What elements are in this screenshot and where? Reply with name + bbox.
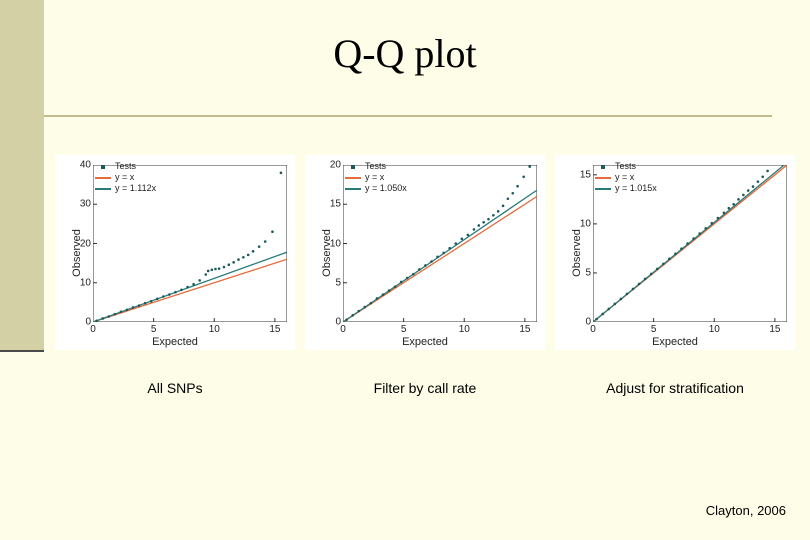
x-tick-label: 5 <box>401 324 407 335</box>
caption-1: All SNPs <box>55 380 295 396</box>
legend: Testsy = xy = 1.015x <box>595 161 657 194</box>
x-axis-label: Expected <box>55 336 295 348</box>
x-tick-label: 0 <box>340 324 346 335</box>
x-tick-label: 15 <box>269 324 280 335</box>
y-tick-label: 40 <box>79 160 91 171</box>
x-tick-label: 10 <box>209 324 220 335</box>
x-tick-label: 15 <box>769 324 780 335</box>
x-tick-label: 0 <box>90 324 96 335</box>
page-title: Q-Q plot <box>0 30 810 77</box>
sidebar-bottom-line <box>0 350 44 352</box>
accent-underline <box>44 115 772 117</box>
x-tick-label: 10 <box>709 324 720 335</box>
x-tick-label: 0 <box>590 324 596 335</box>
caption-2: Filter by call rate <box>305 380 545 396</box>
caption-3: Adjust for stratification <box>555 380 795 396</box>
legend: Testsy = xy = 1.112x <box>95 161 156 194</box>
captions-row: All SNPs Filter by call rate Adjust for … <box>55 380 795 396</box>
y-tick-label: 15 <box>329 199 341 210</box>
y-axis-label: Observed <box>321 229 333 277</box>
y-tick-label: 20 <box>329 160 341 171</box>
qq-plot-2: ObservedExpected05101505101520Testsy = x… <box>305 155 545 350</box>
x-tick-label: 15 <box>519 324 530 335</box>
y-tick-label: 10 <box>329 238 341 249</box>
y-tick-label: 5 <box>329 277 341 288</box>
y-tick-label: 0 <box>329 317 341 328</box>
y-tick-label: 20 <box>79 238 91 249</box>
charts-row: ObservedExpected051015010203040Testsy = … <box>55 155 795 350</box>
y-tick-label: 15 <box>579 169 591 180</box>
y-tick-label: 10 <box>579 218 591 229</box>
x-tick-label: 5 <box>151 324 157 335</box>
qq-plot-3: ObservedExpected051015051015Testsy = xy … <box>555 155 795 350</box>
x-tick-label: 5 <box>651 324 657 335</box>
y-tick-label: 30 <box>79 199 91 210</box>
qq-plot-1: ObservedExpected051015010203040Testsy = … <box>55 155 295 350</box>
y-tick-label: 10 <box>79 277 91 288</box>
x-axis-label: Expected <box>555 336 795 348</box>
y-tick-label: 5 <box>579 267 591 278</box>
y-axis-label: Observed <box>71 229 83 277</box>
y-tick-label: 0 <box>79 317 91 328</box>
y-tick-label: 0 <box>579 317 591 328</box>
x-tick-label: 10 <box>459 324 470 335</box>
citation: Clayton, 2006 <box>706 503 786 518</box>
x-axis-label: Expected <box>305 336 545 348</box>
legend: Testsy = xy = 1.050x <box>345 161 407 194</box>
